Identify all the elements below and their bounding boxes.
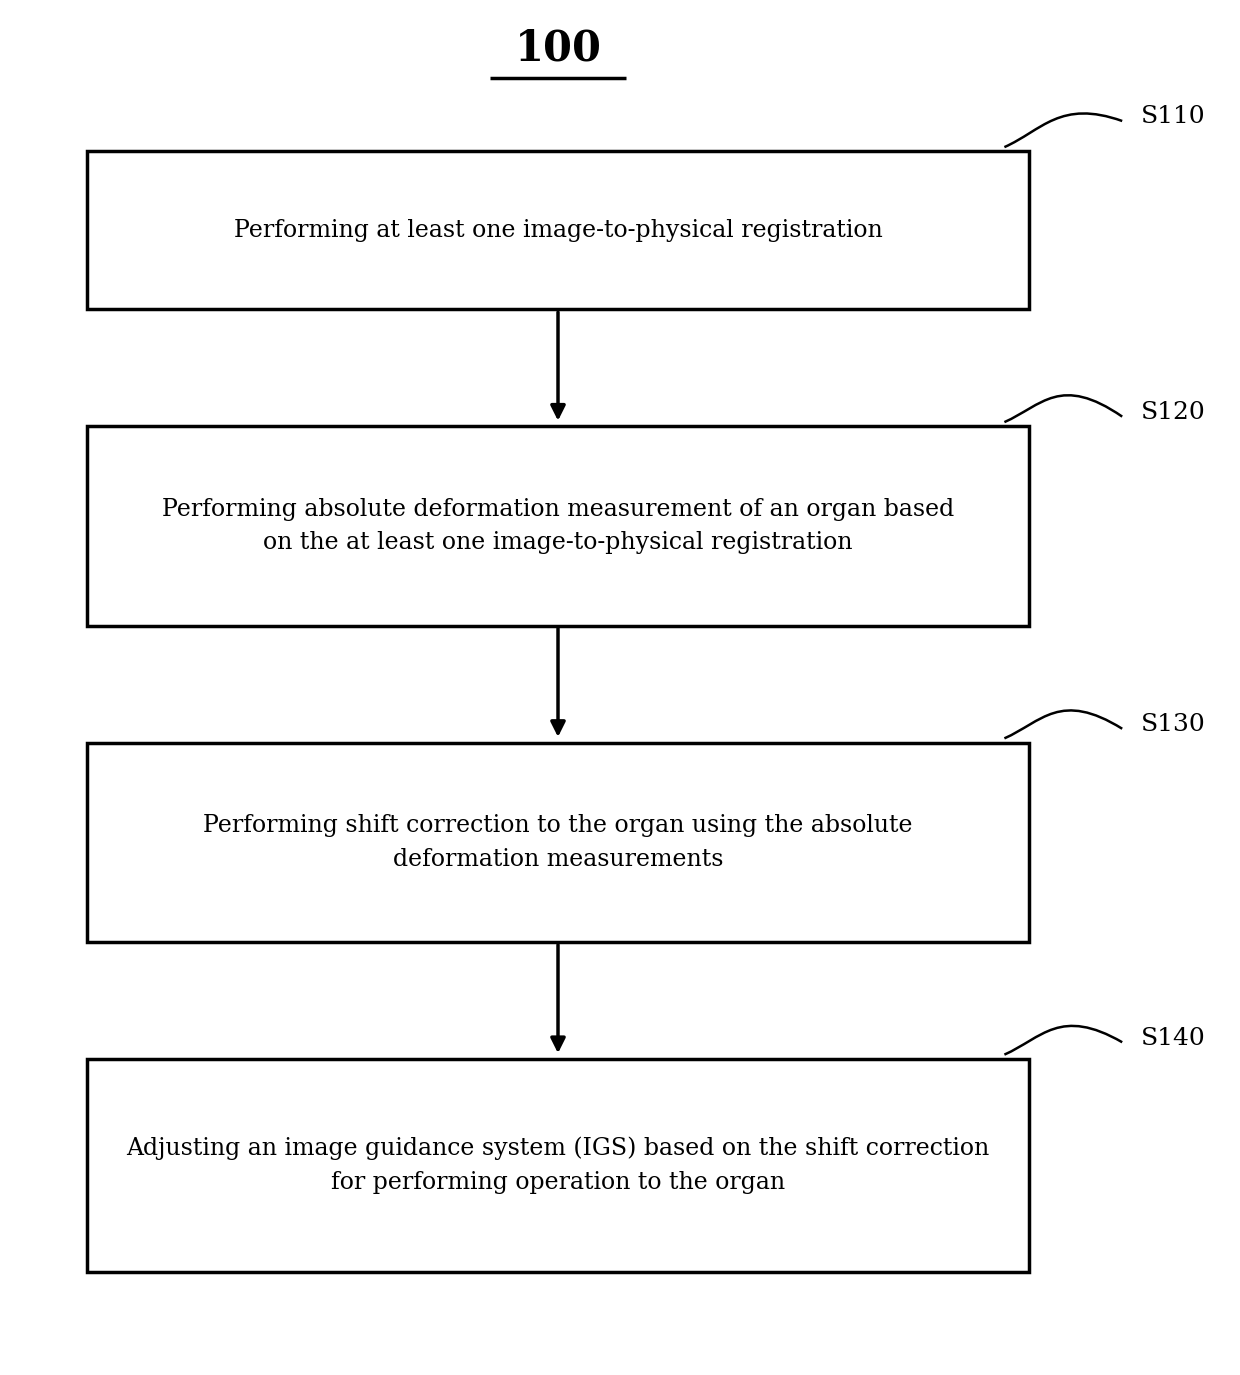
Bar xyxy=(87,426,1029,626)
Text: S110: S110 xyxy=(1141,106,1205,128)
Text: Adjusting an image guidance system (IGS) based on the shift correction
for perfo: Adjusting an image guidance system (IGS)… xyxy=(126,1137,990,1194)
Text: S120: S120 xyxy=(1141,402,1205,424)
Text: Performing absolute deformation measurement of an organ based
on the at least on: Performing absolute deformation measurem… xyxy=(162,498,954,554)
Text: S140: S140 xyxy=(1141,1027,1205,1049)
Text: S130: S130 xyxy=(1141,714,1205,736)
Bar xyxy=(87,151,1029,309)
Bar xyxy=(87,1059,1029,1272)
Bar xyxy=(87,742,1029,942)
Text: Performing shift correction to the organ using the absolute
deformation measurem: Performing shift correction to the organ… xyxy=(203,814,913,870)
Text: 100: 100 xyxy=(515,28,601,69)
Text: Performing at least one image-to-physical registration: Performing at least one image-to-physica… xyxy=(233,219,883,242)
